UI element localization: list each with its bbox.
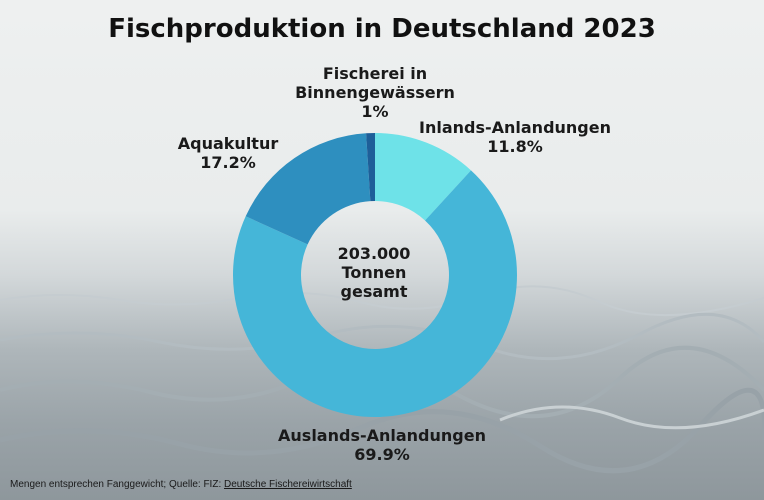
center-total-caption: gesamt <box>340 282 408 301</box>
slice-aquakultur <box>245 133 371 245</box>
slice-value-aquakultur: 17.2% <box>200 153 256 172</box>
slice-value-auslands: 69.9% <box>354 445 410 464</box>
slice-label-auslands: Auslands-Anlandungen 69.9% <box>262 426 502 464</box>
slice-value-binnen: 1% <box>361 102 389 121</box>
slice-binnen <box>366 133 375 202</box>
slice-label-aquakultur: Aquakultur 17.2% <box>168 134 288 172</box>
chart-title: Fischproduktion in Deutschland 2023 <box>108 14 656 44</box>
slice-label-inlands: Inlands-Anlandungen 11.8% <box>405 118 625 156</box>
slice-value-inlands: 11.8% <box>487 137 543 156</box>
center-total-label: 203.000 Tonnen gesamt <box>314 244 434 301</box>
center-total-value: 203.000 <box>337 244 411 263</box>
slice-inlands <box>375 133 471 221</box>
slice-name-binnen-line2: Binnengewässern <box>295 83 455 102</box>
slice-label-binnen: Fischerei in Binnengewässern 1% <box>285 64 465 121</box>
slice-name-auslands: Auslands-Anlandungen <box>278 426 486 445</box>
slice-name-binnen-line1: Fischerei in <box>322 64 428 83</box>
slice-name-aquakultur: Aquakultur <box>177 134 279 153</box>
source-note-text: Mengen entsprechen Fanggewicht; Quelle: … <box>10 479 225 490</box>
slice-auslands <box>232 170 517 417</box>
source-link[interactable]: Deutsche Fischereiwirtschaft <box>224 479 352 490</box>
source-note: Mengen entsprechen Fanggewicht; Quelle: … <box>10 479 352 490</box>
slice-name-inlands: Inlands-Anlandungen <box>418 118 611 137</box>
center-total-unit: Tonnen <box>341 263 407 282</box>
